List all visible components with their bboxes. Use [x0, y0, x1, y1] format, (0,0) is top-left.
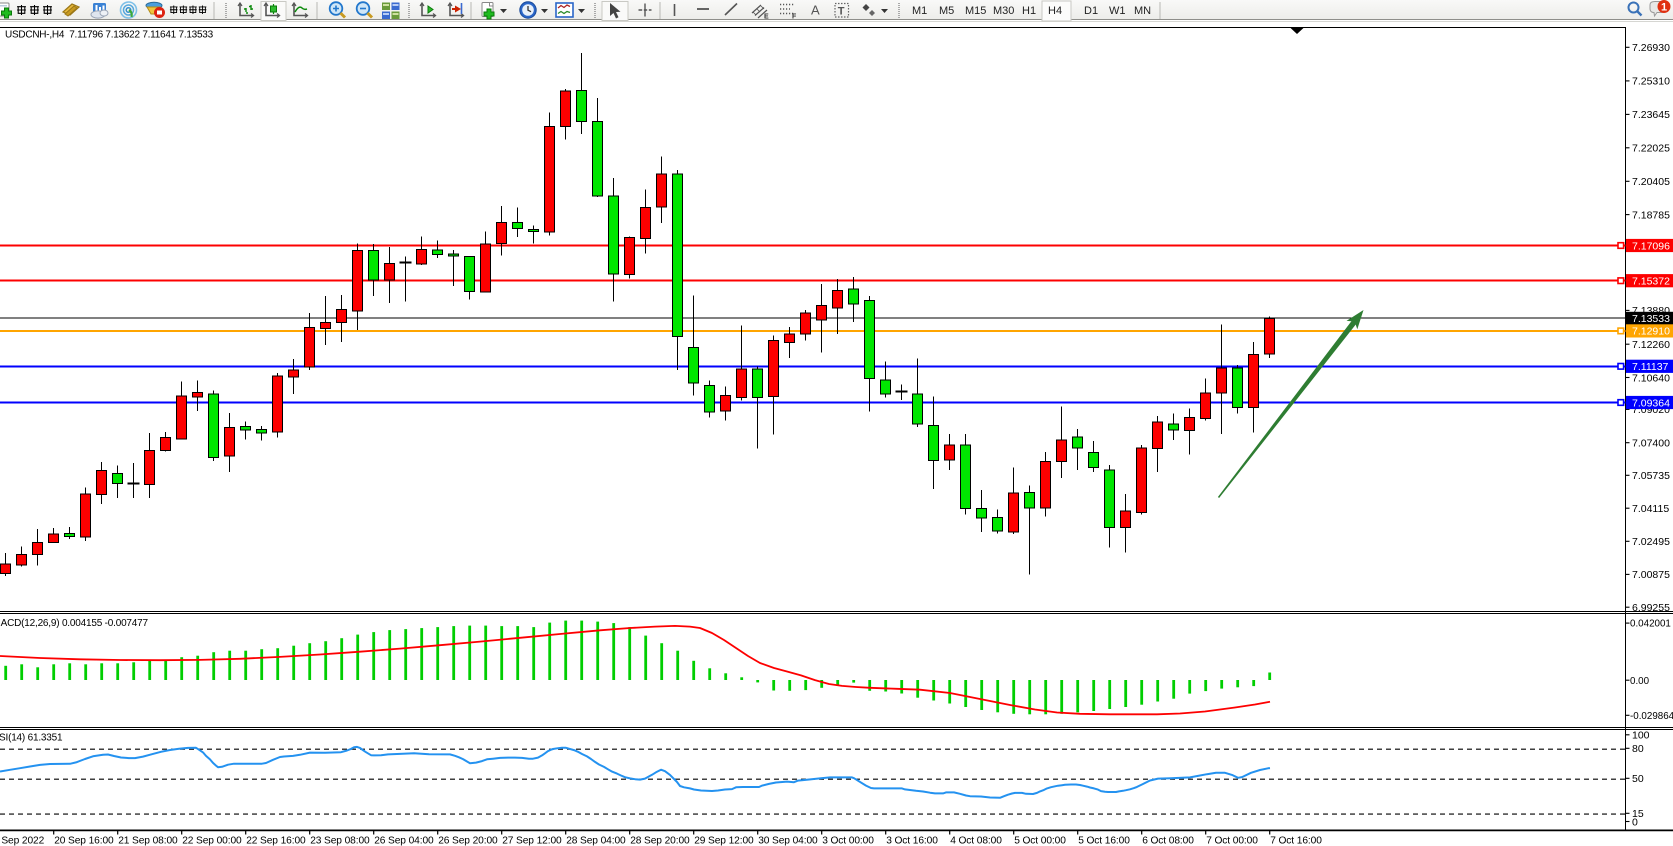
svg-text:0.00: 0.00	[1630, 676, 1650, 687]
svg-text:W1: W1	[1109, 5, 1126, 17]
svg-text:6 Oct 08:00: 6 Oct 08:00	[1142, 835, 1194, 846]
svg-text:T: T	[838, 5, 845, 17]
svg-text:M30: M30	[993, 5, 1014, 17]
svg-text:7.13533: 7.13533	[1632, 313, 1670, 325]
svg-text:MACD(12,26,9) 0.004155 -0.0074: MACD(12,26,9) 0.004155 -0.007477	[0, 618, 149, 629]
svg-text:22 Sep 16:00: 22 Sep 16:00	[246, 835, 306, 846]
svg-text:50: 50	[1632, 773, 1644, 785]
svg-text:7.04115: 7.04115	[1632, 503, 1669, 515]
svg-text:E: E	[764, 14, 769, 21]
svg-text:7.12910: 7.12910	[1632, 326, 1670, 338]
svg-text:80: 80	[1632, 743, 1644, 755]
svg-text:26 Sep 20:00: 26 Sep 20:00	[438, 835, 498, 846]
svg-text:6.99255: 6.99255	[1632, 602, 1670, 614]
svg-text:7.11137: 7.11137	[1632, 361, 1669, 373]
svg-text:20 Sep 2022: 20 Sep 2022	[0, 835, 45, 846]
svg-text:M15: M15	[965, 5, 986, 17]
svg-text:3 Oct 00:00: 3 Oct 00:00	[822, 835, 874, 846]
svg-text:7.22025: 7.22025	[1632, 143, 1670, 155]
svg-text:7.05735: 7.05735	[1632, 470, 1670, 482]
svg-text:28 Sep 20:00: 28 Sep 20:00	[630, 835, 690, 846]
svg-text:7.09364: 7.09364	[1632, 397, 1670, 409]
svg-text:MN: MN	[1134, 5, 1151, 17]
svg-text:21 Sep 08:00: 21 Sep 08:00	[118, 835, 178, 846]
svg-text:1: 1	[1661, 2, 1667, 14]
svg-text:7.00875: 7.00875	[1632, 569, 1670, 581]
svg-text:RSI(14) 61.3351: RSI(14) 61.3351	[0, 733, 63, 744]
svg-text:7.12260: 7.12260	[1632, 339, 1670, 351]
svg-text:0.042001: 0.042001	[1630, 619, 1671, 630]
svg-text:7.17096: 7.17096	[1632, 240, 1670, 252]
svg-text:USDCNH-,H4 7.11796 7.13622 7.: USDCNH-,H4 7.11796 7.13622 7.11641 7.135…	[5, 29, 214, 40]
svg-text:A: A	[811, 3, 820, 18]
svg-text:30 Sep 04:00: 30 Sep 04:00	[758, 835, 818, 846]
svg-text:0: 0	[1632, 816, 1638, 828]
svg-text:7 Oct 00:00: 7 Oct 00:00	[1206, 835, 1258, 846]
svg-text:29 Sep 12:00: 29 Sep 12:00	[694, 835, 754, 846]
svg-text:5 Oct 00:00: 5 Oct 00:00	[1014, 835, 1066, 846]
svg-text:4 Oct 08:00: 4 Oct 08:00	[950, 835, 1002, 846]
svg-text:7.07400: 7.07400	[1632, 438, 1670, 450]
svg-text:7.10640: 7.10640	[1632, 372, 1670, 384]
svg-text:5 Oct 16:00: 5 Oct 16:00	[1078, 835, 1130, 846]
svg-text:7.20405: 7.20405	[1632, 176, 1670, 188]
svg-text:100: 100	[1632, 730, 1650, 742]
svg-text:22 Sep 00:00: 22 Sep 00:00	[182, 835, 242, 846]
svg-text:7.02495: 7.02495	[1632, 536, 1670, 548]
svg-text:D1: D1	[1084, 5, 1098, 17]
svg-text:27 Sep 12:00: 27 Sep 12:00	[502, 835, 562, 846]
svg-text:7 Oct 16:00: 7 Oct 16:00	[1270, 835, 1322, 846]
svg-text:7.26930: 7.26930	[1632, 42, 1670, 54]
svg-text:7.23645: 7.23645	[1632, 109, 1670, 121]
svg-text:15: 15	[1632, 808, 1644, 820]
svg-text:7.18785: 7.18785	[1632, 209, 1670, 221]
svg-text:M1: M1	[912, 5, 927, 17]
svg-text:28 Sep 04:00: 28 Sep 04:00	[566, 835, 626, 846]
svg-text:20 Sep 16:00: 20 Sep 16:00	[54, 835, 114, 846]
svg-text:23 Sep 08:00: 23 Sep 08:00	[310, 835, 370, 846]
svg-text:H1: H1	[1022, 5, 1036, 17]
svg-text:7.25310: 7.25310	[1632, 76, 1670, 88]
svg-text:26 Sep 04:00: 26 Sep 04:00	[374, 835, 434, 846]
svg-text:7.15372: 7.15372	[1632, 276, 1670, 288]
svg-text:-0.029864: -0.029864	[1630, 711, 1673, 722]
svg-text:M5: M5	[939, 5, 954, 17]
svg-text:H4: H4	[1048, 5, 1062, 17]
svg-text:F: F	[792, 14, 797, 21]
svg-text:3 Oct 16:00: 3 Oct 16:00	[886, 835, 938, 846]
